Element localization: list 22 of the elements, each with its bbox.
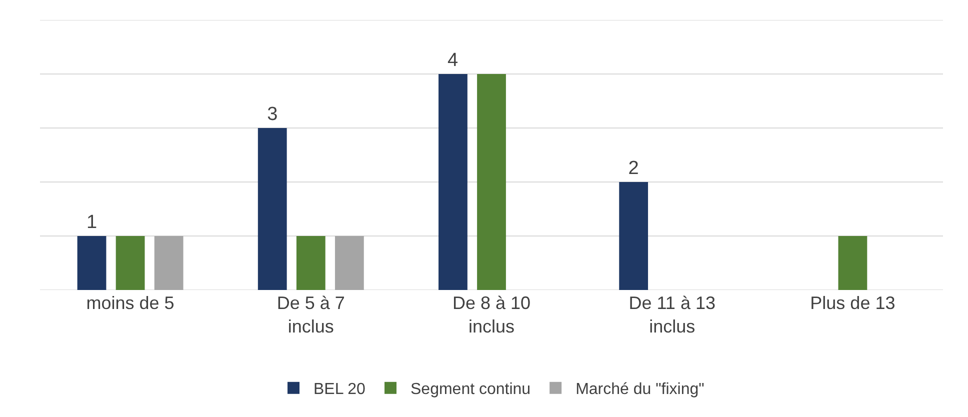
- x-tick-label: Plus de 13: [810, 293, 896, 313]
- bar: [154, 236, 184, 290]
- bar: [838, 236, 868, 290]
- bar: [296, 236, 326, 290]
- x-tick-label: moins de 5: [86, 293, 174, 313]
- bar: [334, 236, 364, 290]
- x-tick-label: De 5 à 7 inclus: [276, 293, 345, 336]
- bar: [438, 74, 468, 290]
- bar: [258, 128, 287, 290]
- bar: [619, 182, 648, 290]
- data-label: 3: [267, 104, 278, 125]
- legend-label: BEL 20: [314, 381, 366, 398]
- x-tick-label: De 8 à 10 inclus: [452, 293, 531, 336]
- data-label: 2: [628, 158, 639, 179]
- data-label: 1: [86, 212, 98, 233]
- legend-label: Marché du "fixing": [576, 381, 704, 398]
- legend-label: Segment continu: [410, 381, 531, 398]
- bar: [116, 236, 145, 290]
- bar: [477, 74, 506, 290]
- data-label: 4: [447, 50, 458, 71]
- x-tick-label: De 11 à 13 inclus: [628, 293, 716, 336]
- bar: [77, 236, 106, 290]
